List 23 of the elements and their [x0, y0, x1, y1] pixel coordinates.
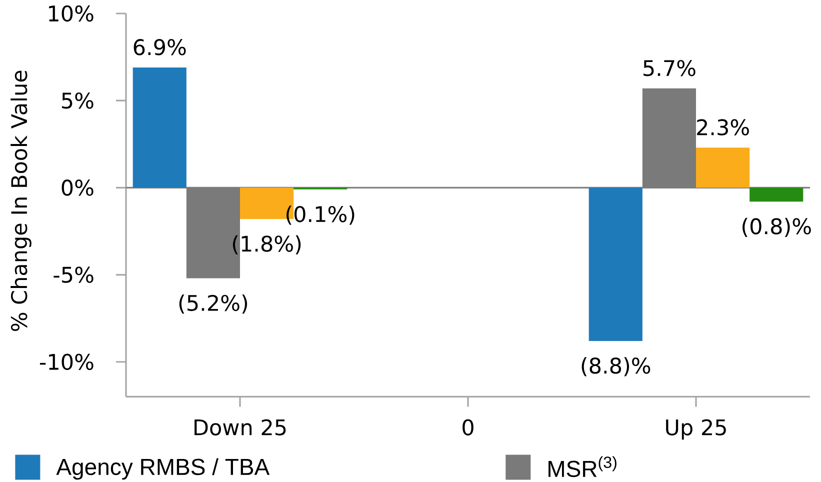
data-label: 5.7%	[644, 60, 696, 76]
legend-label: Agency RMBS / TBA	[56, 458, 270, 480]
y-tick-label: 5%	[62, 92, 94, 109]
y-axis-title: % Change In Book Value	[10, 70, 32, 331]
bar	[132, 67, 186, 188]
legend-label: MSR$^{(3)}$	[548, 456, 616, 478]
data-label: (0.1%)	[286, 206, 354, 225]
data-label: (5.2%)	[179, 294, 248, 314]
data-label: (8.8)%	[582, 357, 650, 376]
x-tick-label: 0	[462, 419, 474, 436]
y-tick-label: -10%	[40, 354, 94, 370]
y-tick-label: 10%	[49, 5, 94, 22]
data-label: 2.3%	[697, 119, 749, 136]
x-tick-label: Down 25	[194, 419, 286, 436]
bar	[696, 148, 750, 188]
y-tick-label: -5%	[54, 266, 94, 283]
data-label: 6.9%	[134, 39, 186, 56]
bar	[750, 188, 804, 202]
bar	[588, 188, 642, 341]
y-tick-label: 0%	[62, 180, 94, 196]
data-label: (1.8%)	[232, 235, 301, 254]
x-tick-label: Up 25	[666, 419, 726, 440]
data-label: (0.8)%	[742, 218, 811, 237]
